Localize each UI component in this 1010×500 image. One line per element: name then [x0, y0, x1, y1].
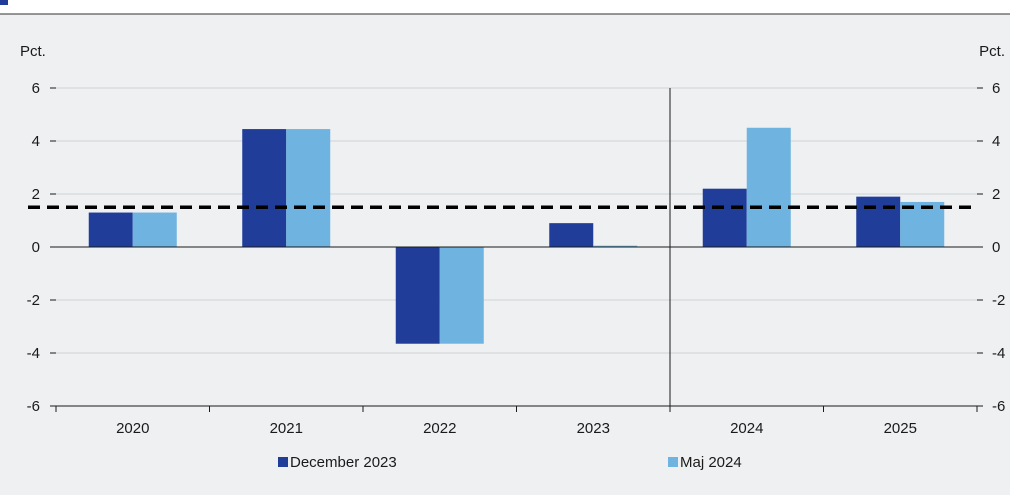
y-tick-label-left: 4 [32, 133, 40, 150]
y-ticks-right: 6 4 2 0 -2 -4 -6 [977, 80, 1005, 415]
y-axis-left-label: Pct. [20, 43, 46, 60]
legend-label: December 2023 [290, 454, 397, 471]
bar [549, 223, 594, 247]
bar [856, 196, 901, 247]
y-tick-label-left: 6 [32, 80, 40, 97]
bar [702, 188, 747, 247]
overlays [28, 88, 975, 406]
legend-label: Maj 2024 [680, 454, 742, 471]
x-tick-label: 2022 [423, 420, 456, 437]
y-tick-label-left: -4 [27, 345, 40, 362]
y-tick-label-right: -2 [992, 292, 1005, 309]
y-axis-right-label: Pct. [979, 43, 1005, 60]
y-tick-label-right: 2 [992, 186, 1000, 203]
legend: December 2023 Maj 2024 [278, 454, 742, 471]
bar [900, 201, 945, 247]
legend-swatch [278, 457, 288, 467]
legend-swatch [668, 457, 678, 467]
y-tick-label-right: -6 [992, 398, 1005, 415]
x-tick-label: 2020 [116, 420, 149, 437]
x-tick-label: 2024 [730, 420, 763, 437]
y-tick-label-left: 2 [32, 186, 40, 203]
bar [593, 245, 638, 247]
bar [439, 247, 484, 344]
y-tick-label-left: -6 [27, 398, 40, 415]
header-accent [0, 0, 8, 5]
x-tick-label: 2025 [884, 420, 917, 437]
bar [395, 247, 440, 344]
y-tick-label-right: 0 [992, 239, 1000, 256]
x-tick-label: 2023 [577, 420, 610, 437]
y-tick-label-left: -2 [27, 292, 40, 309]
bar [746, 127, 791, 247]
x-tick-label: 2021 [270, 420, 303, 437]
bar [286, 129, 331, 247]
bar [132, 212, 177, 247]
y-tick-label-right: 6 [992, 80, 1000, 97]
bar [242, 129, 287, 247]
bar [88, 212, 133, 247]
y-tick-label-right: -4 [992, 345, 1005, 362]
y-tick-label-left: 0 [32, 239, 40, 256]
y-tick-label-right: 4 [992, 133, 1000, 150]
x-axis: 2020 2021 2022 2023 2024 2025 [55, 405, 978, 437]
bars [56, 127, 977, 344]
chart-background [0, 14, 1010, 495]
y-ticks-left: 6 4 2 0 -2 -4 -6 [27, 80, 56, 415]
